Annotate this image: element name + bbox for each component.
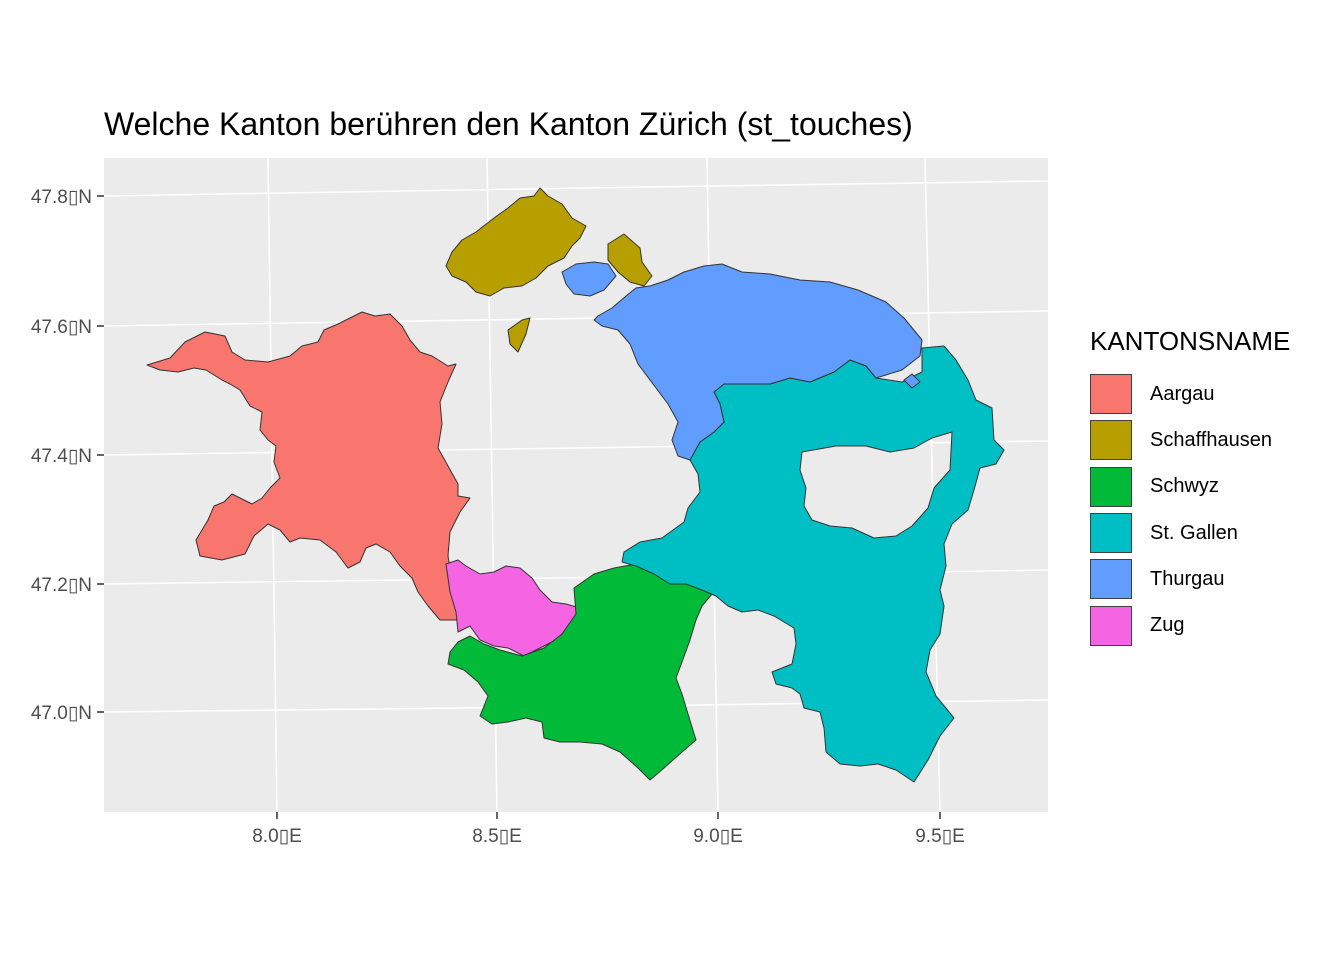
x-tick-label-8.0: 8.0▯E	[252, 826, 302, 847]
legend-title: KANTONSNAME	[1090, 326, 1291, 356]
legend-item-schaffhausen: Schaffhausen	[1090, 417, 1290, 463]
legend-key-thurgau	[1090, 559, 1132, 600]
canton-thurgau	[561, 261, 923, 461]
gridline-lat-47.8	[103, 180, 1049, 197]
legend-item-st-gallen: St. Gallen	[1090, 510, 1290, 556]
lake-constance-enclave	[903, 373, 921, 389]
legend-label-aargau: Aargau	[1150, 382, 1215, 405]
y-tick-label-47.6: 47.6▯N	[31, 317, 92, 338]
legend-key-schwyz	[1090, 466, 1132, 507]
canton-schaffhausen	[445, 187, 653, 353]
legend-key-zug	[1090, 605, 1132, 646]
legend-label-thurgau: Thurgau	[1150, 567, 1225, 590]
legend-item-aargau: Aargau	[1090, 371, 1290, 417]
legend-label-schaffhausen: Schaffhausen	[1150, 428, 1272, 451]
y-tick-label-47.4: 47.4▯N	[31, 446, 92, 467]
legend-key-schaffhausen	[1090, 420, 1132, 461]
legend: KANTONSNAME Aargau Schaffhausen Schwyz S…	[1090, 326, 1290, 649]
legend-item-zug: Zug	[1090, 602, 1290, 648]
legend-item-thurgau: Thurgau	[1090, 556, 1290, 602]
legend-label-zug: Zug	[1150, 614, 1185, 637]
y-tick-label-47.0: 47.0▯N	[31, 703, 92, 724]
x-tick-label-9.0: 9.0▯E	[693, 826, 743, 847]
cantons	[146, 187, 1005, 783]
canton-schwyz	[447, 563, 713, 781]
axis-ticks	[97, 195, 941, 819]
canton-aargau	[146, 311, 471, 621]
legend-label-schwyz: Schwyz	[1150, 475, 1219, 498]
x-tick-label-8.5: 8.5▯E	[472, 826, 522, 847]
x-tick-label-9.5: 9.5▯E	[915, 826, 965, 847]
map-title: Welche Kanton berühren den Kanton Zürich…	[104, 106, 913, 142]
legend-item-schwyz: Schwyz	[1090, 464, 1290, 510]
legend-key-st-gallen	[1090, 513, 1132, 554]
x-tick-labels: 8.0▯E 8.5▯E 9.0▯E 9.5▯E	[252, 826, 965, 847]
y-tick-labels: 47.8▯N 47.6▯N 47.4▯N 47.2▯N 47.0▯N	[31, 187, 92, 724]
legend-label-st-gallen: St. Gallen	[1150, 521, 1238, 544]
y-tick-label-47.2: 47.2▯N	[31, 575, 92, 596]
legend-key-aargau	[1090, 374, 1132, 415]
y-tick-label-47.8: 47.8▯N	[31, 187, 92, 208]
gridline-lat-47.6	[103, 310, 1049, 327]
